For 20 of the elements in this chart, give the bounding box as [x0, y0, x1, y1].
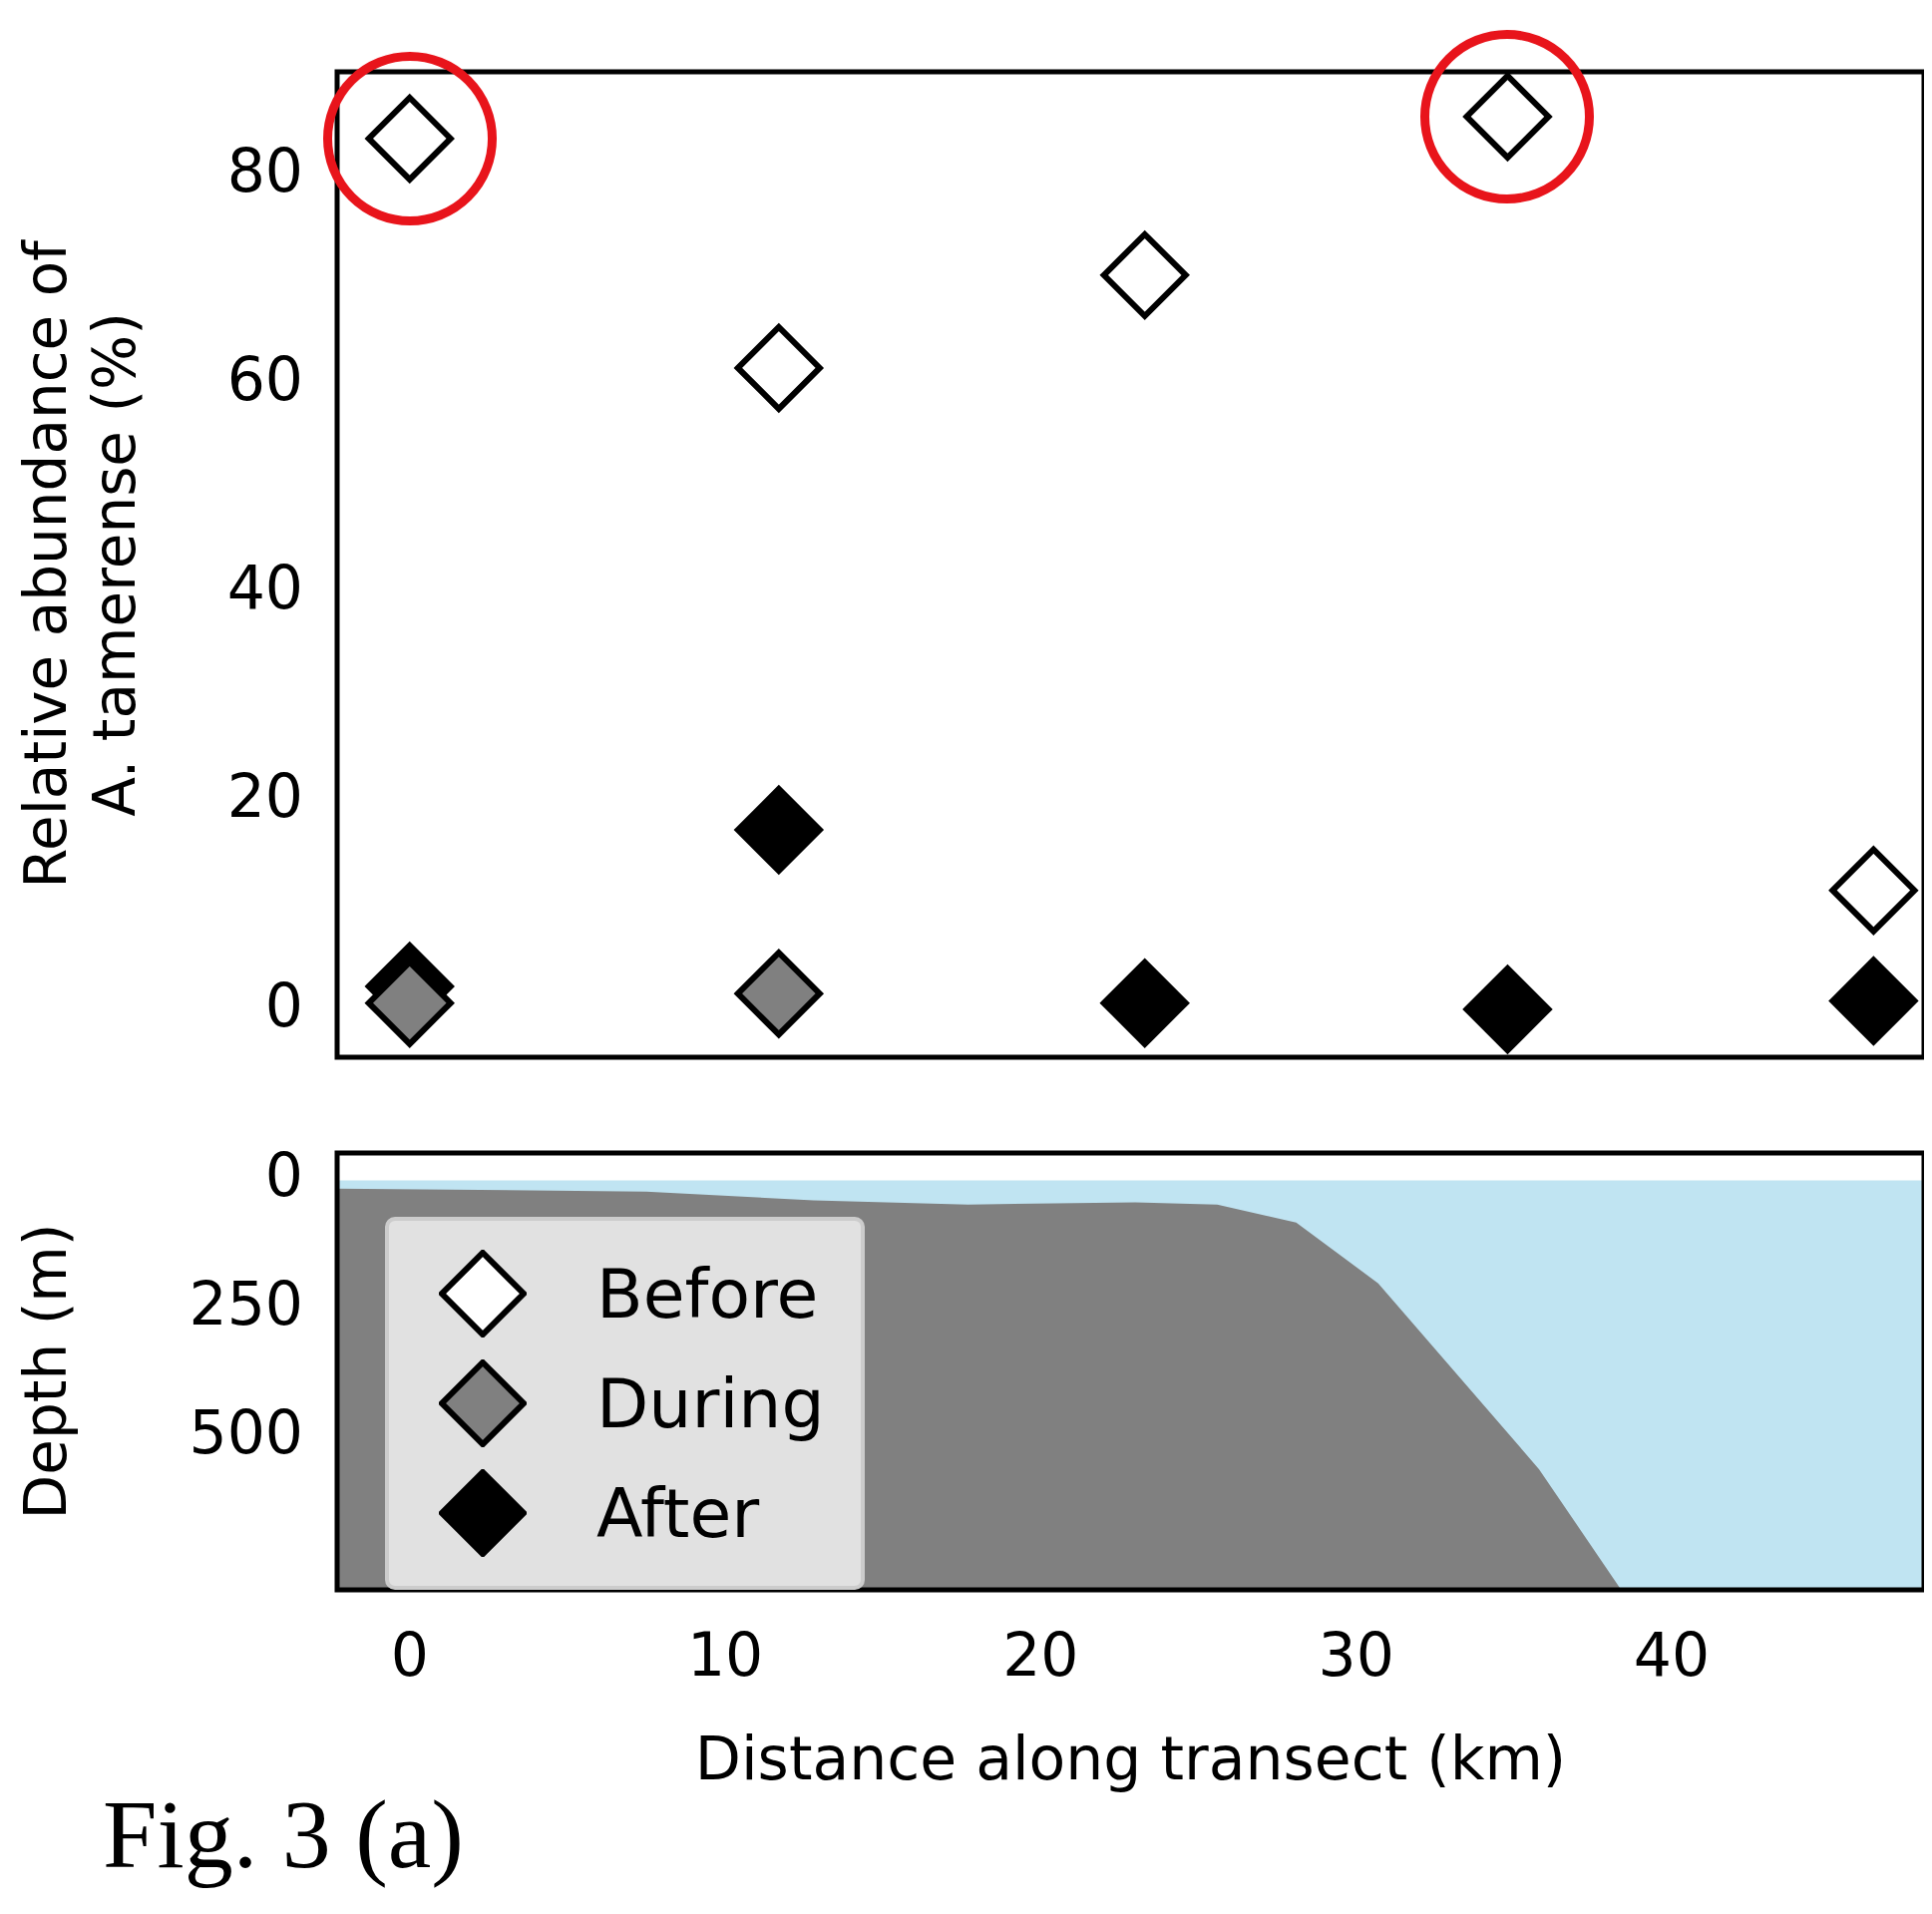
y-tick-label: 0	[264, 1139, 303, 1210]
caption: Fig. 3 (a)	[103, 1779, 464, 1890]
legend-label: Before	[596, 1254, 819, 1334]
y-tick-label: 20	[226, 761, 303, 832]
legend-label: During	[596, 1363, 825, 1443]
y-tick-label: 250	[189, 1269, 303, 1340]
y-tick-label: 500	[189, 1397, 303, 1468]
x-axis-title: Distance along transect (km)	[694, 1723, 1567, 1793]
y-tick-label: 60	[226, 344, 303, 415]
x-tick-label: 30	[1318, 1619, 1394, 1690]
x-tick-label: 40	[1633, 1619, 1711, 1690]
y-tick-label: 80	[226, 136, 303, 206]
x-tick-label: 0	[390, 1619, 429, 1690]
legend-label: After	[596, 1473, 760, 1553]
y-axis-title: Depth (m)	[11, 1223, 80, 1520]
y-axis-title: Relative abundance of A. tamerense (%)	[11, 238, 150, 889]
x-tick-label: 10	[686, 1619, 764, 1690]
y-tick-label: 0	[264, 969, 303, 1040]
y-tick-label: 40	[226, 553, 303, 623]
x-tick-label: 20	[1002, 1619, 1079, 1690]
